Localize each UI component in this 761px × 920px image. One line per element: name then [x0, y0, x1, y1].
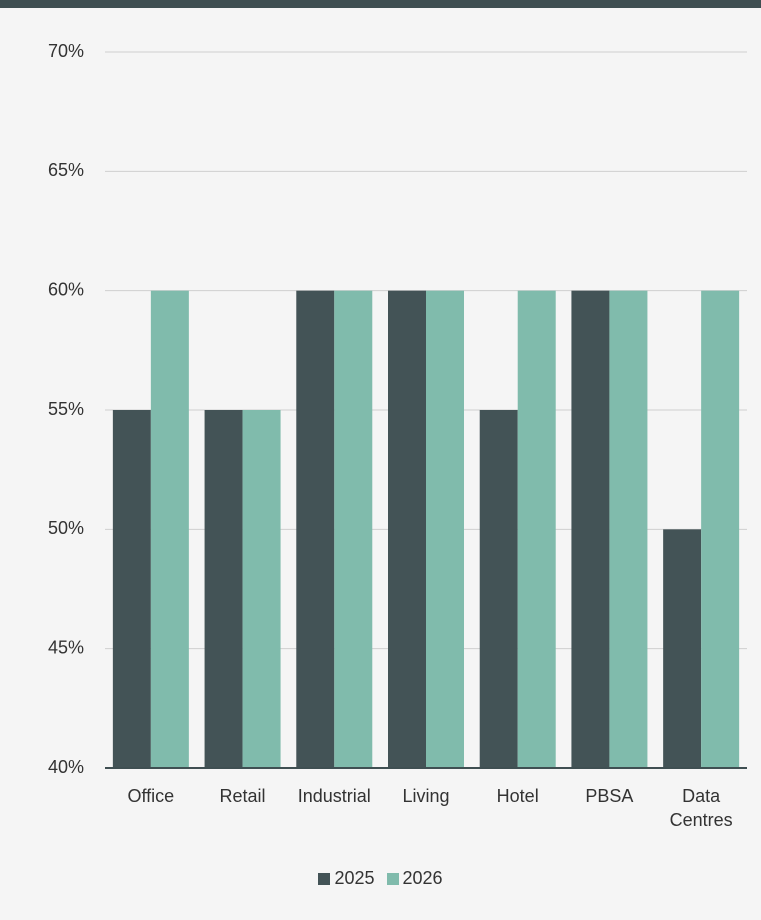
- bar: [479, 410, 518, 768]
- bar: [334, 290, 373, 768]
- y-tick-label: 55%: [48, 399, 84, 419]
- x-tick-label: Data Centres: [669, 786, 733, 830]
- bar: [609, 290, 648, 768]
- x-tick-label: PBSA: [585, 786, 634, 806]
- legend-swatch: [386, 872, 399, 885]
- bar: [388, 290, 426, 768]
- y-tick-label: 65%: [48, 160, 84, 180]
- x-tick-label: Hotel: [496, 786, 539, 806]
- legend: 2025 2026: [0, 868, 761, 889]
- legend-label: 2026: [402, 868, 443, 888]
- y-tick-label: 70%: [48, 41, 84, 61]
- bar: [242, 410, 281, 768]
- bar: [701, 290, 740, 768]
- legend-swatch: [318, 872, 331, 885]
- bar: [150, 290, 189, 768]
- top-bar: [0, 0, 761, 8]
- x-tick-label: Office: [127, 786, 175, 806]
- y-tick-label: 45%: [48, 637, 84, 657]
- bar: [112, 410, 151, 768]
- bar: [426, 290, 464, 768]
- legend-item: 2025: [318, 868, 375, 889]
- x-tick-label: Living: [402, 786, 450, 806]
- y-tick-label: 40%: [48, 757, 84, 777]
- bar: [204, 410, 243, 768]
- x-tick-label: Industrial: [297, 786, 371, 806]
- y-tick-label: 60%: [48, 279, 84, 299]
- bar: [571, 290, 610, 768]
- legend-label: 2025: [334, 868, 375, 888]
- bar: [296, 290, 335, 768]
- y-tick-label: 50%: [48, 518, 84, 538]
- bar: [663, 529, 702, 768]
- legend-item: 2026: [386, 868, 443, 889]
- x-tick-label: Retail: [219, 786, 266, 806]
- bar: [517, 290, 556, 768]
